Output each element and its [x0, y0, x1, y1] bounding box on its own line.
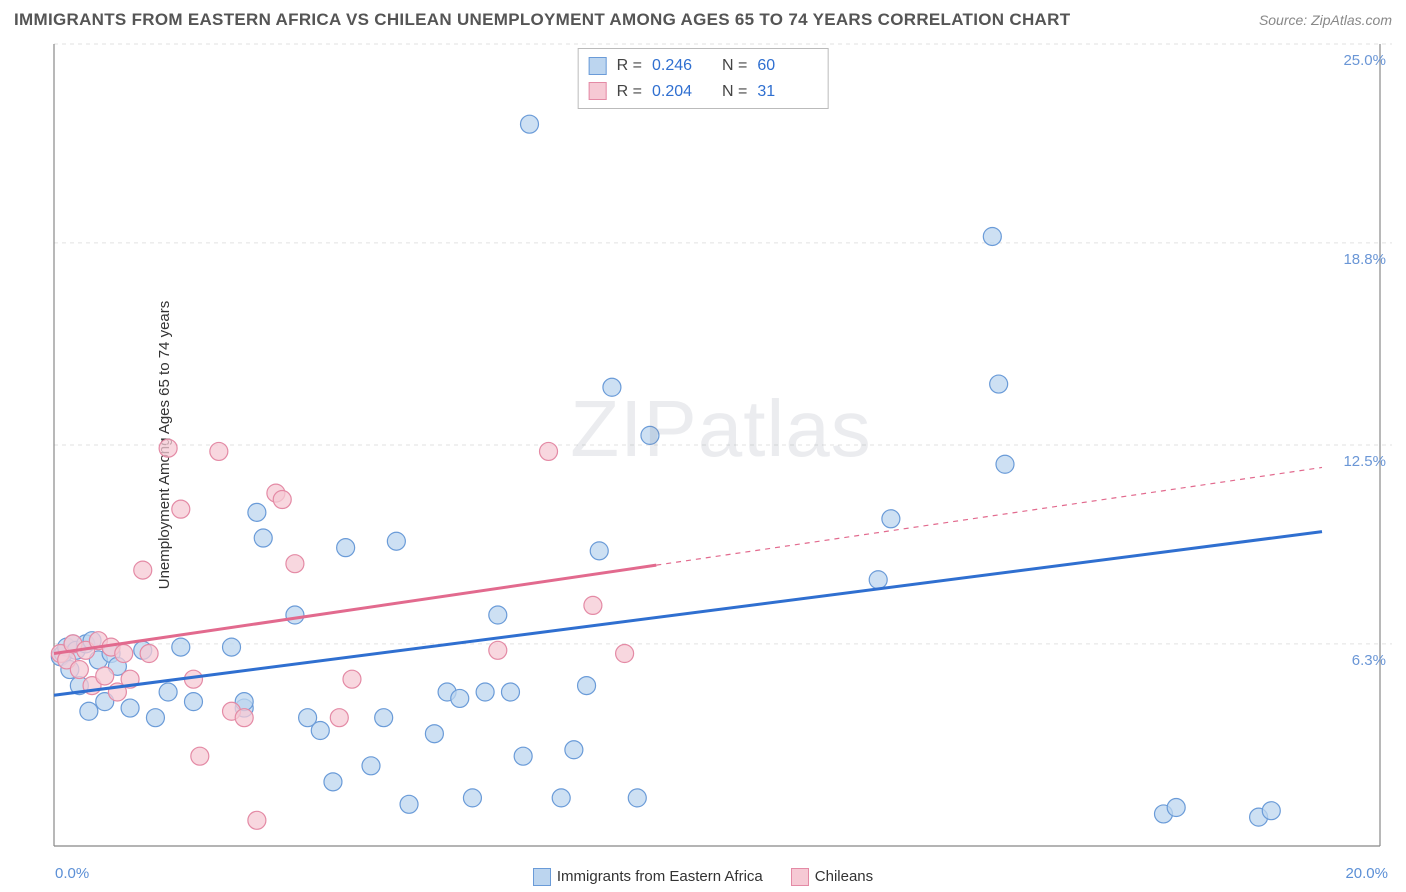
legend-item: Chileans [791, 868, 873, 886]
correlation-legend-row: R = 0.246N = 60 [589, 53, 818, 79]
correlation-legend: R = 0.246N = 60R = 0.204N = 31 [578, 48, 829, 109]
legend-item: Immigrants from Eastern Africa [533, 868, 763, 886]
correlation-legend-row: R = 0.204N = 31 [589, 79, 818, 105]
y-tick-label: 25.0% [1343, 52, 1386, 69]
source-credit: Source: ZipAtlas.com [1259, 12, 1392, 28]
y-tick-label: 18.8% [1343, 251, 1386, 268]
y-tick-label: 6.3% [1352, 652, 1386, 669]
header: IMMIGRANTS FROM EASTERN AFRICA VS CHILEA… [0, 0, 1406, 40]
chart-title: IMMIGRANTS FROM EASTERN AFRICA VS CHILEA… [14, 10, 1070, 30]
y-tick-label: 12.5% [1343, 453, 1386, 470]
scatter-chart [50, 40, 1392, 850]
bottom-legend: Immigrants from Eastern Africa Chileans [0, 868, 1406, 886]
plot-area: Unemployment Among Ages 65 to 74 years Z… [50, 40, 1392, 850]
